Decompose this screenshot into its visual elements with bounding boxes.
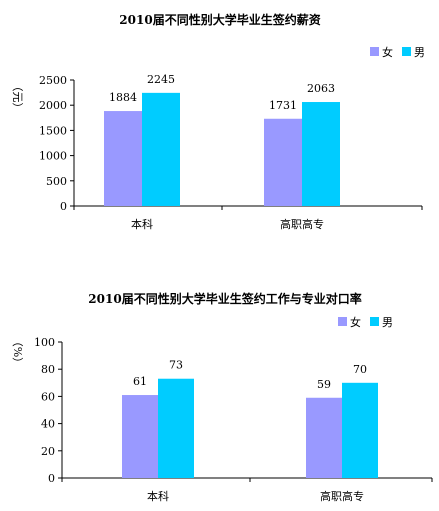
chart-1-data-label: 2063 xyxy=(307,82,335,95)
chart-1-category-label: 本科 xyxy=(131,217,153,231)
chart-2-legend-label: 女 xyxy=(350,315,361,329)
chart-2-bar-male xyxy=(342,382,378,478)
chart-1-legend-label: 男 xyxy=(414,46,425,59)
chart-2-category-label: 本科 xyxy=(147,489,169,503)
chart-1-bar-male xyxy=(302,102,340,206)
chart-2-y-axis-label: （%） xyxy=(11,336,24,368)
chart-2-category-label: 高职高专 xyxy=(320,489,364,503)
chart-1-y-tick-label: 1000 xyxy=(39,150,67,163)
chart-1-legend-swatch xyxy=(402,47,411,56)
chart-1-data-label: 1884 xyxy=(109,91,137,104)
chart-1-title: 2010届不同性别大学毕业生签约薪资 xyxy=(119,12,320,27)
chart-2-legend-label: 男 xyxy=(382,316,393,329)
chart-1-y-tick-label: 0 xyxy=(60,200,67,213)
chart-2-legend-swatch xyxy=(338,317,347,326)
chart-2-y-tick-label: 60 xyxy=(41,390,55,403)
chart-2-y-tick-label: 80 xyxy=(41,363,55,376)
chart-2-legend-swatch xyxy=(370,317,379,326)
chart-2-bar-female xyxy=(122,395,158,478)
chart-1-legend: 女男 xyxy=(370,45,425,59)
chart-1: 2010届不同性别大学毕业生签约薪资 （元） 女男 05001000150020… xyxy=(11,12,425,231)
chart-1-data-label: 2245 xyxy=(147,73,175,86)
chart-1-y-axis-label: （元） xyxy=(11,81,24,114)
chart-2-title: 2010届不同性别大学毕业生签约工作与专业对口率 xyxy=(88,291,361,306)
chart-2-data-label: 59 xyxy=(317,378,331,391)
chart-2: 2010届不同性别大学毕业生签约工作与专业对口率 （%） 女男 02040608… xyxy=(11,291,433,503)
chart-1-axes: 0 500 1000 1500 2000 2500 本科 高职高专 xyxy=(39,74,423,231)
chart-2-data-label: 70 xyxy=(353,363,367,376)
chart-1-y-tick-label: 2500 xyxy=(39,74,67,87)
chart-2-bar-female xyxy=(306,397,342,478)
chart-2-y-tick-label: 0 xyxy=(48,472,55,485)
chart-1-bar-female xyxy=(104,111,142,206)
chart-1-y-tick-label: 1500 xyxy=(39,124,67,137)
chart-2-bar-male xyxy=(158,378,194,478)
chart-2-data-label: 61 xyxy=(133,375,147,388)
chart-1-bar-male xyxy=(142,92,180,206)
chart-2-y-tick-label: 100 xyxy=(34,336,55,349)
chart-2-bars: 61 73 59 70 xyxy=(122,359,378,478)
chart-1-data-label: 1731 xyxy=(269,99,297,112)
chart-2-y-tick-label: 40 xyxy=(41,418,55,431)
chart-1-bars: 1884 2245 1731 2063 xyxy=(104,73,340,206)
chart-1-legend-label: 女 xyxy=(382,45,393,59)
chart-2-data-label: 73 xyxy=(169,359,183,372)
chart-1-y-tick-label: 500 xyxy=(46,175,67,188)
chart-1-y-tick-label: 2000 xyxy=(39,99,67,112)
chart-1-legend-swatch xyxy=(370,47,379,56)
chart-1-bar-female xyxy=(264,118,302,206)
chart-1-category-label: 高职高专 xyxy=(280,217,324,231)
chart-2-y-tick-label: 20 xyxy=(41,445,55,458)
chart-2-legend: 女男 xyxy=(338,315,393,329)
